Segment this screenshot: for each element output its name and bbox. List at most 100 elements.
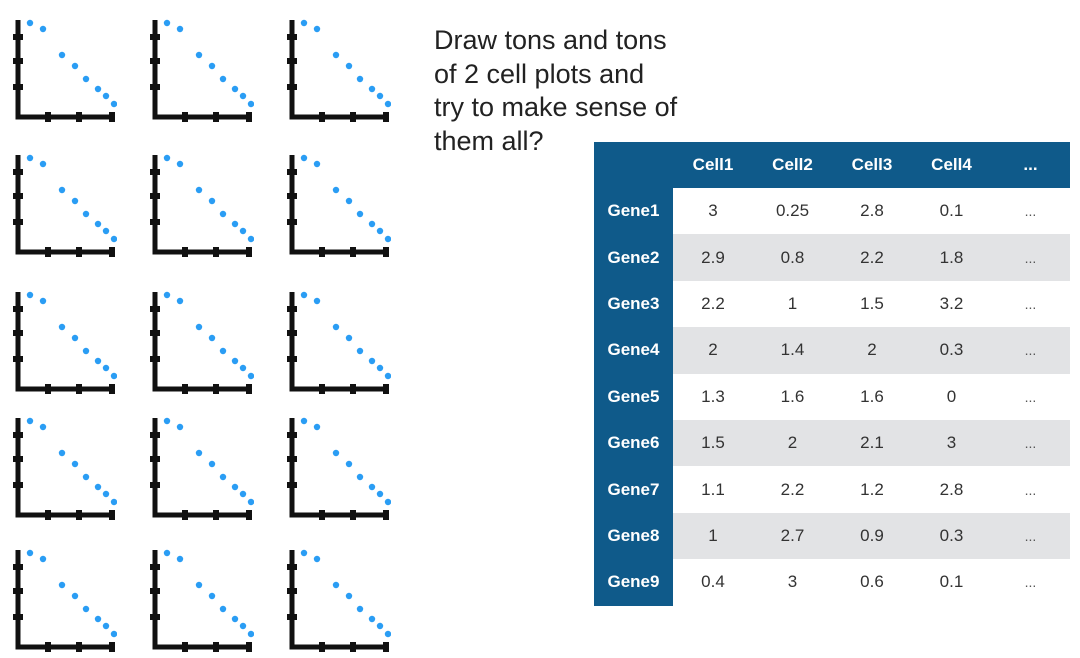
scatter-point xyxy=(368,615,376,623)
y-tick xyxy=(150,306,160,312)
y-tick xyxy=(150,456,160,462)
table-cell: 1.1 xyxy=(673,466,753,513)
scatter-point xyxy=(195,581,203,589)
scatter-point xyxy=(102,227,110,235)
table-cell: 3 xyxy=(673,188,753,235)
scatter-point xyxy=(94,220,102,228)
table-cell: 2.1 xyxy=(832,419,912,467)
caption-line: them all? xyxy=(434,125,544,156)
scatter-point xyxy=(82,75,90,83)
scatter-point xyxy=(313,423,321,431)
scatter-point xyxy=(356,347,364,355)
y-tick xyxy=(150,482,160,488)
scatter-point xyxy=(26,154,34,162)
y-tick xyxy=(287,193,297,199)
y-tick xyxy=(287,169,297,175)
x-tick xyxy=(246,247,252,257)
scatter-point xyxy=(345,592,353,600)
table-cell: 2.7 xyxy=(753,512,832,560)
x-tick xyxy=(319,112,325,122)
table-body: Gene1 3 0.25 2.8 0.1... Gene2 2.9 0.8 2.2 1.8... G… xyxy=(594,188,1070,606)
scatter-point xyxy=(94,483,102,491)
scatter-point xyxy=(332,186,340,194)
x-tick xyxy=(76,384,82,394)
scatter-point xyxy=(110,235,117,243)
table-cell: ... xyxy=(991,559,1070,606)
y-tick xyxy=(287,34,297,40)
scatter-point xyxy=(376,364,384,372)
table-cell: ... xyxy=(991,373,1070,420)
y-tick xyxy=(287,84,297,90)
scatter-point xyxy=(313,297,321,305)
column-header: ... xyxy=(991,142,1070,188)
scatter-point xyxy=(231,85,239,93)
caption-line: Draw tons and tons xyxy=(434,25,667,55)
y-tick xyxy=(150,58,160,64)
table-cell: 2.2 xyxy=(753,466,832,513)
table-cell: 3 xyxy=(753,559,832,606)
y-tick xyxy=(13,84,23,90)
row-header: Gene2 xyxy=(594,234,673,281)
y-tick xyxy=(287,219,297,225)
mini-plots-grid xyxy=(0,0,400,658)
table-cell: 3.2 xyxy=(912,280,991,328)
table-cell: 2 xyxy=(753,419,832,467)
mini-scatter-plot xyxy=(150,549,254,652)
scatter-point xyxy=(26,417,34,425)
scatter-point xyxy=(384,235,391,243)
x-tick xyxy=(246,384,252,394)
mini-scatter-plot xyxy=(287,291,391,394)
y-tick xyxy=(150,356,160,362)
x-tick xyxy=(109,642,115,652)
table-cell: ... xyxy=(991,419,1070,467)
mini-scatter-plot xyxy=(150,291,254,394)
table-row: Gene6 1.5 2 2.1 3... xyxy=(594,419,1070,467)
scatter-point xyxy=(247,100,254,108)
scatter-point xyxy=(82,210,90,218)
scatter-point xyxy=(368,220,376,228)
y-tick xyxy=(13,219,23,225)
scatter-point xyxy=(58,581,66,589)
scatter-point xyxy=(231,357,239,365)
y-tick xyxy=(287,306,297,312)
table-cell: 0.25 xyxy=(753,188,832,235)
x-tick xyxy=(246,112,252,122)
table-cell: 2.2 xyxy=(673,280,753,328)
scatter-point xyxy=(26,549,34,557)
scatter-point xyxy=(163,154,171,162)
scatter-point xyxy=(58,186,66,194)
table-cell: 0.4 xyxy=(673,559,753,606)
scatter-point xyxy=(239,364,247,372)
x-tick xyxy=(76,112,82,122)
x-tick xyxy=(383,642,389,652)
scatter-point xyxy=(239,490,247,498)
gene-expression-table: Cell1 Cell2 Cell3 Cell4... Gene1 3 0.25 2.8 0.1… xyxy=(594,142,1070,606)
y-tick xyxy=(13,356,23,362)
x-tick xyxy=(350,384,356,394)
y-tick xyxy=(287,564,297,570)
scatter-point xyxy=(356,605,364,613)
table-cell: 2.2 xyxy=(832,234,912,281)
scatter-point xyxy=(376,622,384,630)
scatter-point xyxy=(94,615,102,623)
scatter-point xyxy=(94,85,102,93)
scatter-point xyxy=(163,19,171,27)
scatter-point xyxy=(39,160,47,168)
column-header: Cell4 xyxy=(912,142,991,188)
scatter-point xyxy=(176,160,184,168)
y-tick xyxy=(150,219,160,225)
x-tick xyxy=(350,112,356,122)
scatter-point xyxy=(110,100,117,108)
table-cell: 0.1 xyxy=(912,559,991,606)
table-cell: 0.1 xyxy=(912,188,991,235)
column-header: Cell1 xyxy=(673,142,753,188)
scatter-point xyxy=(82,347,90,355)
caption-line: of 2 cell plots and xyxy=(434,58,645,89)
scatter-point xyxy=(39,423,47,431)
scatter-point xyxy=(71,62,79,70)
table-cell: 1.8 xyxy=(912,234,991,281)
scatter-point xyxy=(71,197,79,205)
row-header: Gene5 xyxy=(594,373,673,420)
row-header: Gene4 xyxy=(594,327,673,374)
scatter-point xyxy=(176,297,184,305)
